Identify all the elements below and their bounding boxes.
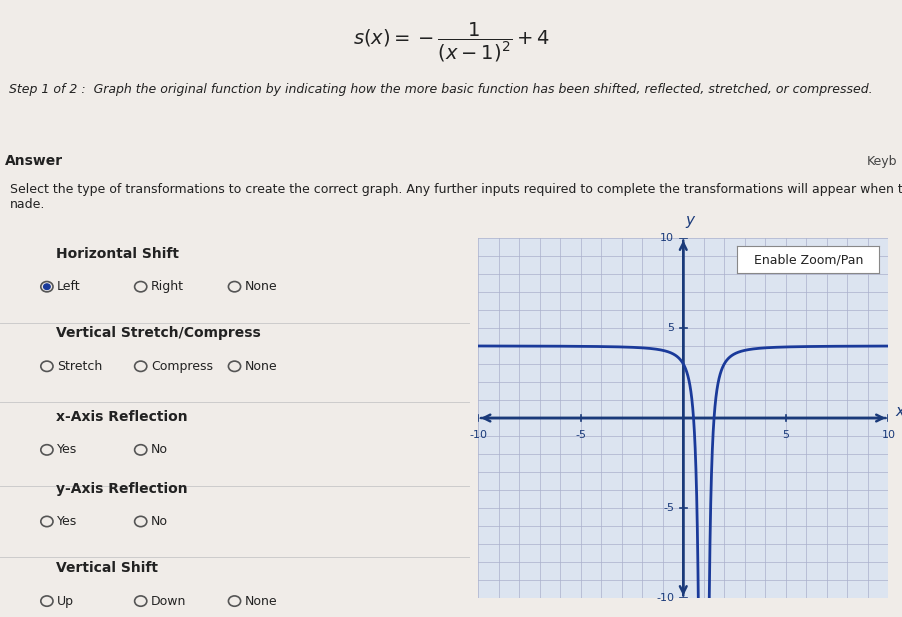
Text: Compress: Compress (151, 360, 213, 373)
Circle shape (43, 284, 51, 289)
Text: 5: 5 (782, 430, 789, 440)
Text: $x$: $x$ (895, 404, 902, 419)
Text: None: None (244, 595, 278, 608)
Text: Answer: Answer (5, 154, 62, 168)
Text: Vertical Shift: Vertical Shift (56, 561, 158, 575)
Text: x-Axis Reflection: x-Axis Reflection (56, 410, 188, 424)
Text: Horizontal Shift: Horizontal Shift (56, 247, 179, 261)
Text: Step 1 of 2 :  Graph the original function by indicating how the more basic func: Step 1 of 2 : Graph the original functio… (9, 83, 872, 96)
Text: y-Axis Reflection: y-Axis Reflection (56, 482, 188, 495)
Text: None: None (244, 360, 278, 373)
Text: Stretch: Stretch (57, 360, 103, 373)
Text: 10: 10 (660, 233, 674, 242)
Text: Keyb: Keyb (867, 154, 897, 168)
Text: Vertical Stretch/Compress: Vertical Stretch/Compress (56, 326, 261, 341)
Text: $s(x) = -\dfrac{1}{(x-1)^2} + 4$: $s(x) = -\dfrac{1}{(x-1)^2} + 4$ (353, 21, 549, 64)
Text: Yes: Yes (57, 444, 78, 457)
Text: -5: -5 (575, 430, 586, 440)
Text: Up: Up (57, 595, 74, 608)
Text: Left: Left (57, 280, 81, 293)
Text: $y$: $y$ (685, 214, 696, 230)
Text: Yes: Yes (57, 515, 78, 528)
Text: None: None (244, 280, 278, 293)
Text: Down: Down (151, 595, 187, 608)
Text: -10: -10 (469, 430, 487, 440)
Text: Right: Right (151, 280, 184, 293)
Text: -5: -5 (663, 503, 674, 513)
Text: 5: 5 (667, 323, 674, 333)
Text: No: No (151, 515, 168, 528)
Text: 10: 10 (881, 430, 896, 440)
Text: Select the type of transformations to create the correct graph. Any further inpu: Select the type of transformations to cr… (10, 183, 902, 210)
Text: No: No (151, 444, 168, 457)
Text: -10: -10 (656, 594, 674, 603)
Text: Enable Zoom/Pan: Enable Zoom/Pan (753, 253, 863, 267)
